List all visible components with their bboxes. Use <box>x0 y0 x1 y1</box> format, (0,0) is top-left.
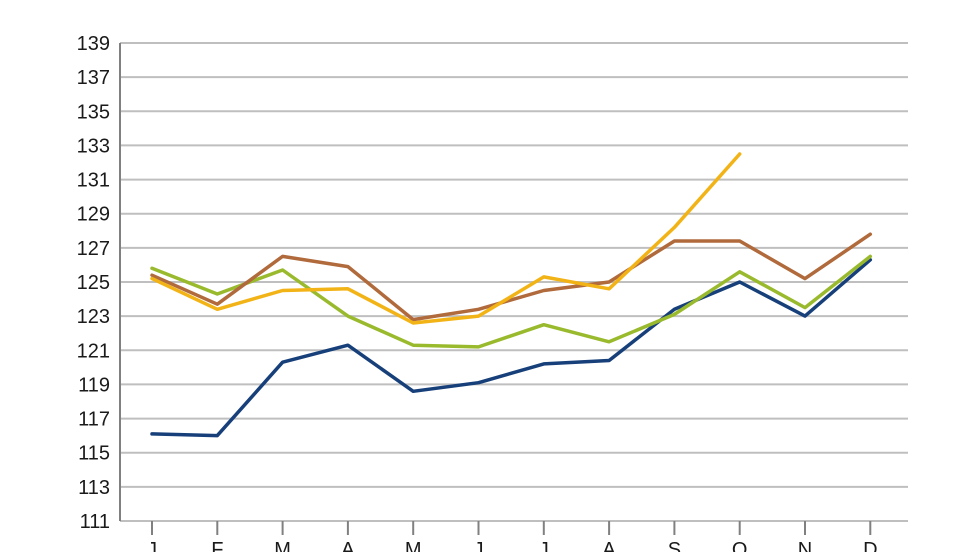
y-tick-label: 113 <box>78 477 110 499</box>
x-tick-label: S <box>668 539 681 552</box>
y-tick-label: 121 <box>77 340 110 362</box>
x-tick-label: J <box>539 539 549 552</box>
series-line-3 <box>150 232 873 322</box>
y-tick-label: 125 <box>77 272 110 294</box>
series-line-2 <box>150 254 873 349</box>
y-tick-label: 135 <box>77 101 110 123</box>
series-line-4 <box>150 152 742 325</box>
y-tick-label: 127 <box>77 238 110 260</box>
y-tick-label: 123 <box>77 306 110 328</box>
x-tick-label: M <box>274 539 291 552</box>
grid-lines <box>119 42 908 522</box>
x-tick-label: F <box>211 539 223 552</box>
series-line-1 <box>150 258 873 438</box>
x-tick-label: A <box>341 539 355 552</box>
x-tick-label: A <box>602 539 616 552</box>
y-tick-label: 131 <box>77 170 110 192</box>
x-tick-label: N <box>798 539 812 552</box>
y-tick-label: 111 <box>80 511 110 533</box>
y-tick-label: 119 <box>78 374 110 396</box>
x-tick-label: D <box>863 539 877 552</box>
series-lines <box>150 152 873 438</box>
x-tick-label: J <box>147 539 157 552</box>
y-tick-label: 133 <box>77 135 110 157</box>
y-tick-label: 137 <box>77 67 110 89</box>
y-axis-ticks: 111 113 115 117 119 121 123 125 127 129 131 133 135 1… <box>77 33 110 533</box>
x-tick-label: M <box>405 539 422 552</box>
x-tick-label: J <box>474 539 484 552</box>
y-tick-label: 129 <box>77 204 110 226</box>
y-tick-label: 139 <box>77 33 110 55</box>
y-tick-label: 117 <box>78 409 110 431</box>
x-tick-label: O <box>732 539 748 552</box>
y-tick-label: 115 <box>78 443 110 465</box>
